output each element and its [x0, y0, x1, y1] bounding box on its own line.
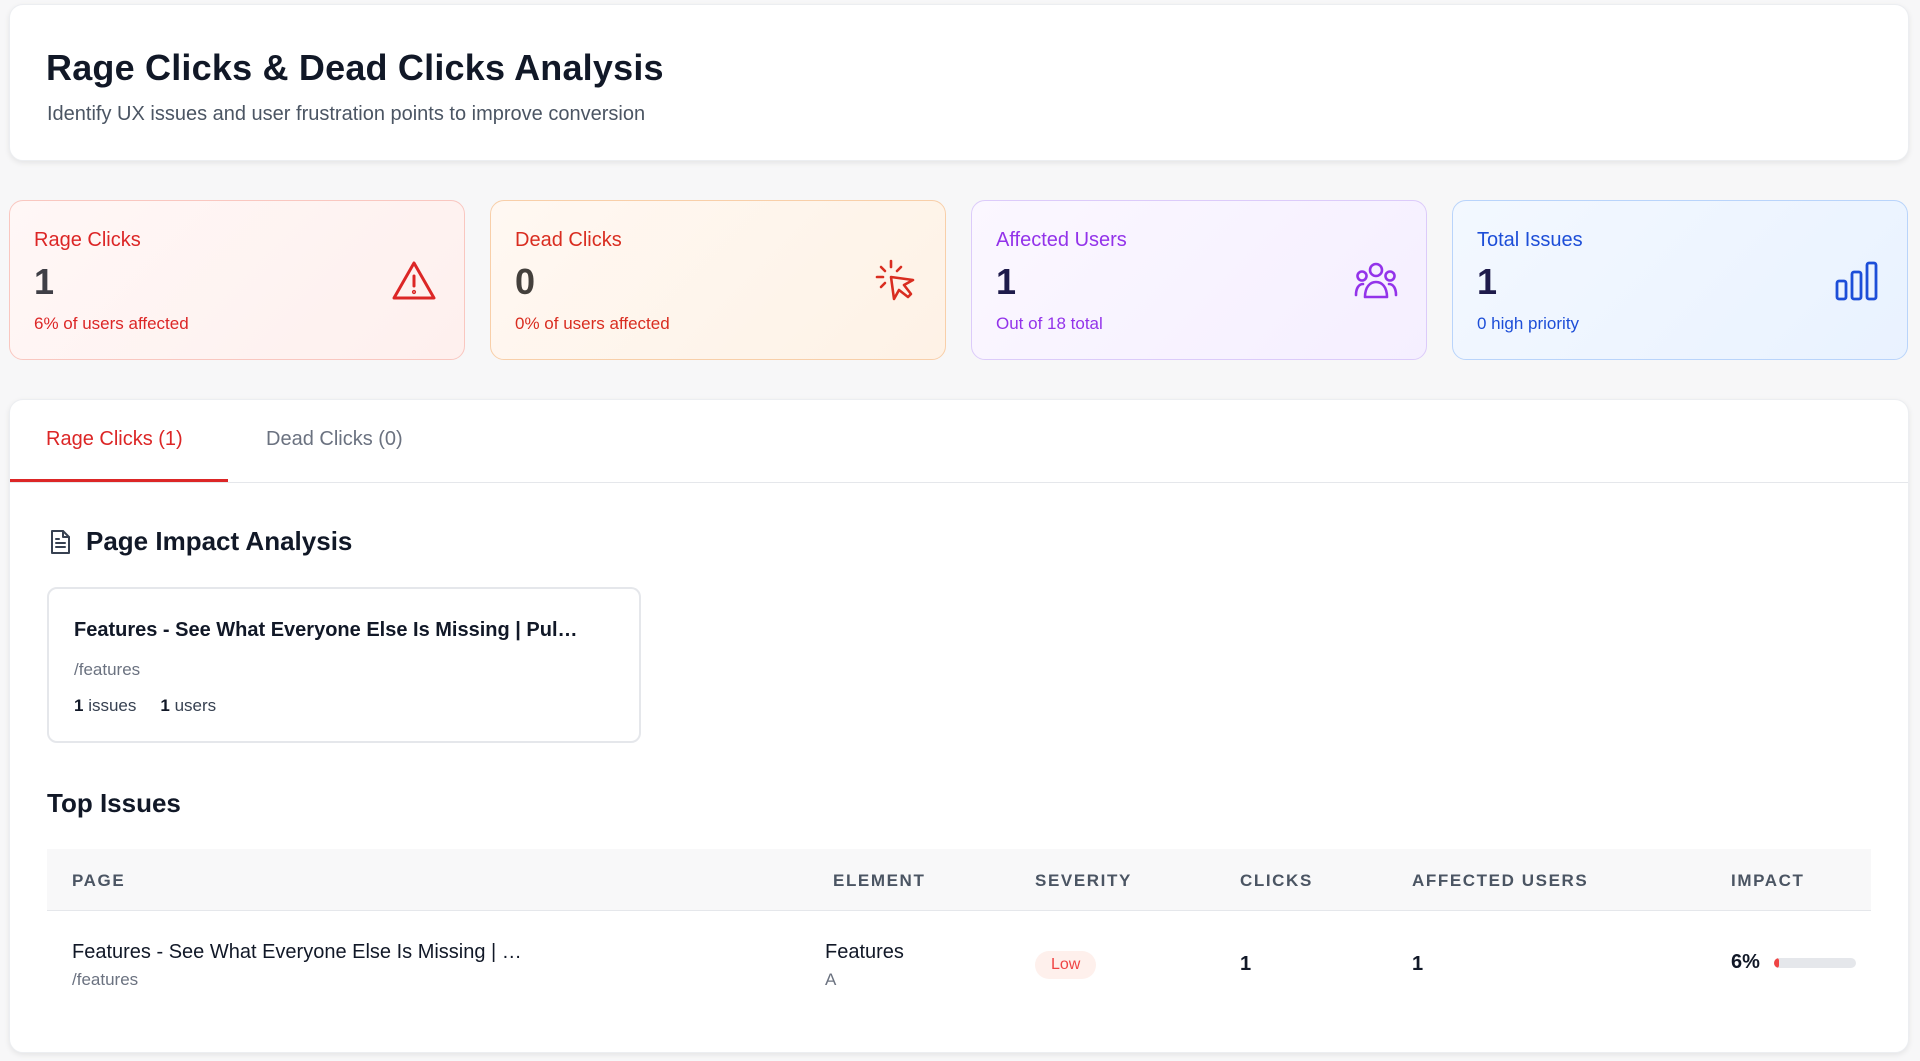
tab-dead-clicks[interactable]: Dead Clicks (0)	[266, 428, 403, 450]
issues-panel: Rage Clicks (1) Dead Clicks (0) Page Imp…	[9, 399, 1909, 1053]
column-header-clicks: CLICKS	[1240, 871, 1313, 890]
top-issues-table: PAGE ELEMENT SEVERITY CLICKS AFFECTED US…	[47, 849, 1871, 1011]
page-impact-card[interactable]: Features - See What Everyone Else Is Mis…	[47, 587, 641, 743]
stat-card-dead-clicks: Dead Clicks 0 0% of users affected	[490, 200, 946, 360]
page-title: Rage Clicks & Dead Clicks Analysis	[46, 47, 664, 88]
users-label: users	[174, 696, 217, 715]
stat-subtext: Out of 18 total	[996, 314, 1103, 333]
column-header-element: ELEMENT	[833, 871, 926, 890]
stat-subtext: 0 high priority	[1477, 314, 1580, 333]
document-icon	[51, 529, 70, 554]
row-impact: 6%	[1731, 951, 1856, 974]
stat-value: 1	[996, 261, 1017, 302]
stat-label: Total Issues	[1477, 229, 1583, 251]
column-header-page: PAGE	[72, 871, 126, 890]
tab-bar: Rage Clicks (1) Dead Clicks (0)	[10, 400, 1908, 483]
stat-value: 1	[34, 261, 55, 302]
active-tab-indicator	[10, 479, 228, 482]
impact-bar	[1773, 957, 1856, 968]
top-issues-title: Top Issues	[47, 788, 181, 818]
row-page-path: /features	[72, 970, 139, 989]
page-card-stats: 1 issues 1 users	[74, 696, 216, 716]
bar-chart-icon	[1835, 261, 1878, 301]
issues-count: 1	[74, 696, 84, 715]
row-element-tag: A	[825, 970, 837, 989]
table-header: PAGE ELEMENT SEVERITY CLICKS AFFECTED US…	[47, 849, 1871, 911]
stat-card-total-issues: Total Issues 1 0 high priority	[1452, 200, 1908, 360]
page-impact-header: Page Impact Analysis	[46, 526, 352, 557]
stat-card-affected-users: Affected Users 1 Out of 18 total	[971, 200, 1427, 360]
page-subtitle: Identify UX issues and user frustration …	[47, 103, 646, 125]
impact-value: 6%	[1731, 951, 1760, 973]
stat-label: Rage Clicks	[34, 229, 141, 251]
stat-subtext: 0% of users affected	[515, 314, 670, 333]
warning-triangle-icon	[392, 261, 436, 300]
impact-bar-fill	[1773, 957, 1779, 968]
section-title: Page Impact Analysis	[86, 526, 353, 556]
column-header-impact: IMPACT	[1731, 871, 1805, 890]
issues-stat: 1 issues	[74, 696, 136, 716]
stat-subtext: 6% of users affected	[34, 314, 189, 333]
stat-card-rage-clicks: Rage Clicks 1 6% of users affected	[9, 200, 465, 360]
row-clicks: 1	[1240, 953, 1252, 975]
page-card-title: Features - See What Everyone Else Is Mis…	[74, 619, 578, 641]
stat-label: Affected Users	[996, 229, 1127, 251]
stat-value: 0	[515, 261, 536, 302]
cursor-click-icon	[875, 259, 915, 301]
users-count: 1	[160, 696, 170, 715]
table-row[interactable]: Features - See What Everyone Else Is Mis…	[47, 911, 1871, 1011]
tab-rage-clicks[interactable]: Rage Clicks (1)	[46, 428, 183, 450]
header-card: Rage Clicks & Dead Clicks Analysis Ident…	[9, 4, 1909, 161]
column-header-affected-users: AFFECTED USERS	[1412, 871, 1589, 890]
users-group-icon	[1354, 262, 1398, 299]
stat-label: Dead Clicks	[515, 229, 622, 251]
issues-label: issues	[88, 696, 137, 715]
row-affected-users: 1	[1412, 953, 1424, 975]
users-stat: 1 users	[160, 696, 216, 716]
severity-badge: Low	[1035, 951, 1097, 979]
page-card-path: /features	[74, 660, 141, 679]
column-header-severity: SEVERITY	[1035, 871, 1132, 890]
stat-value: 1	[1477, 261, 1498, 302]
row-element-name: Features	[825, 941, 904, 963]
row-page-title: Features - See What Everyone Else Is Mis…	[72, 941, 522, 963]
